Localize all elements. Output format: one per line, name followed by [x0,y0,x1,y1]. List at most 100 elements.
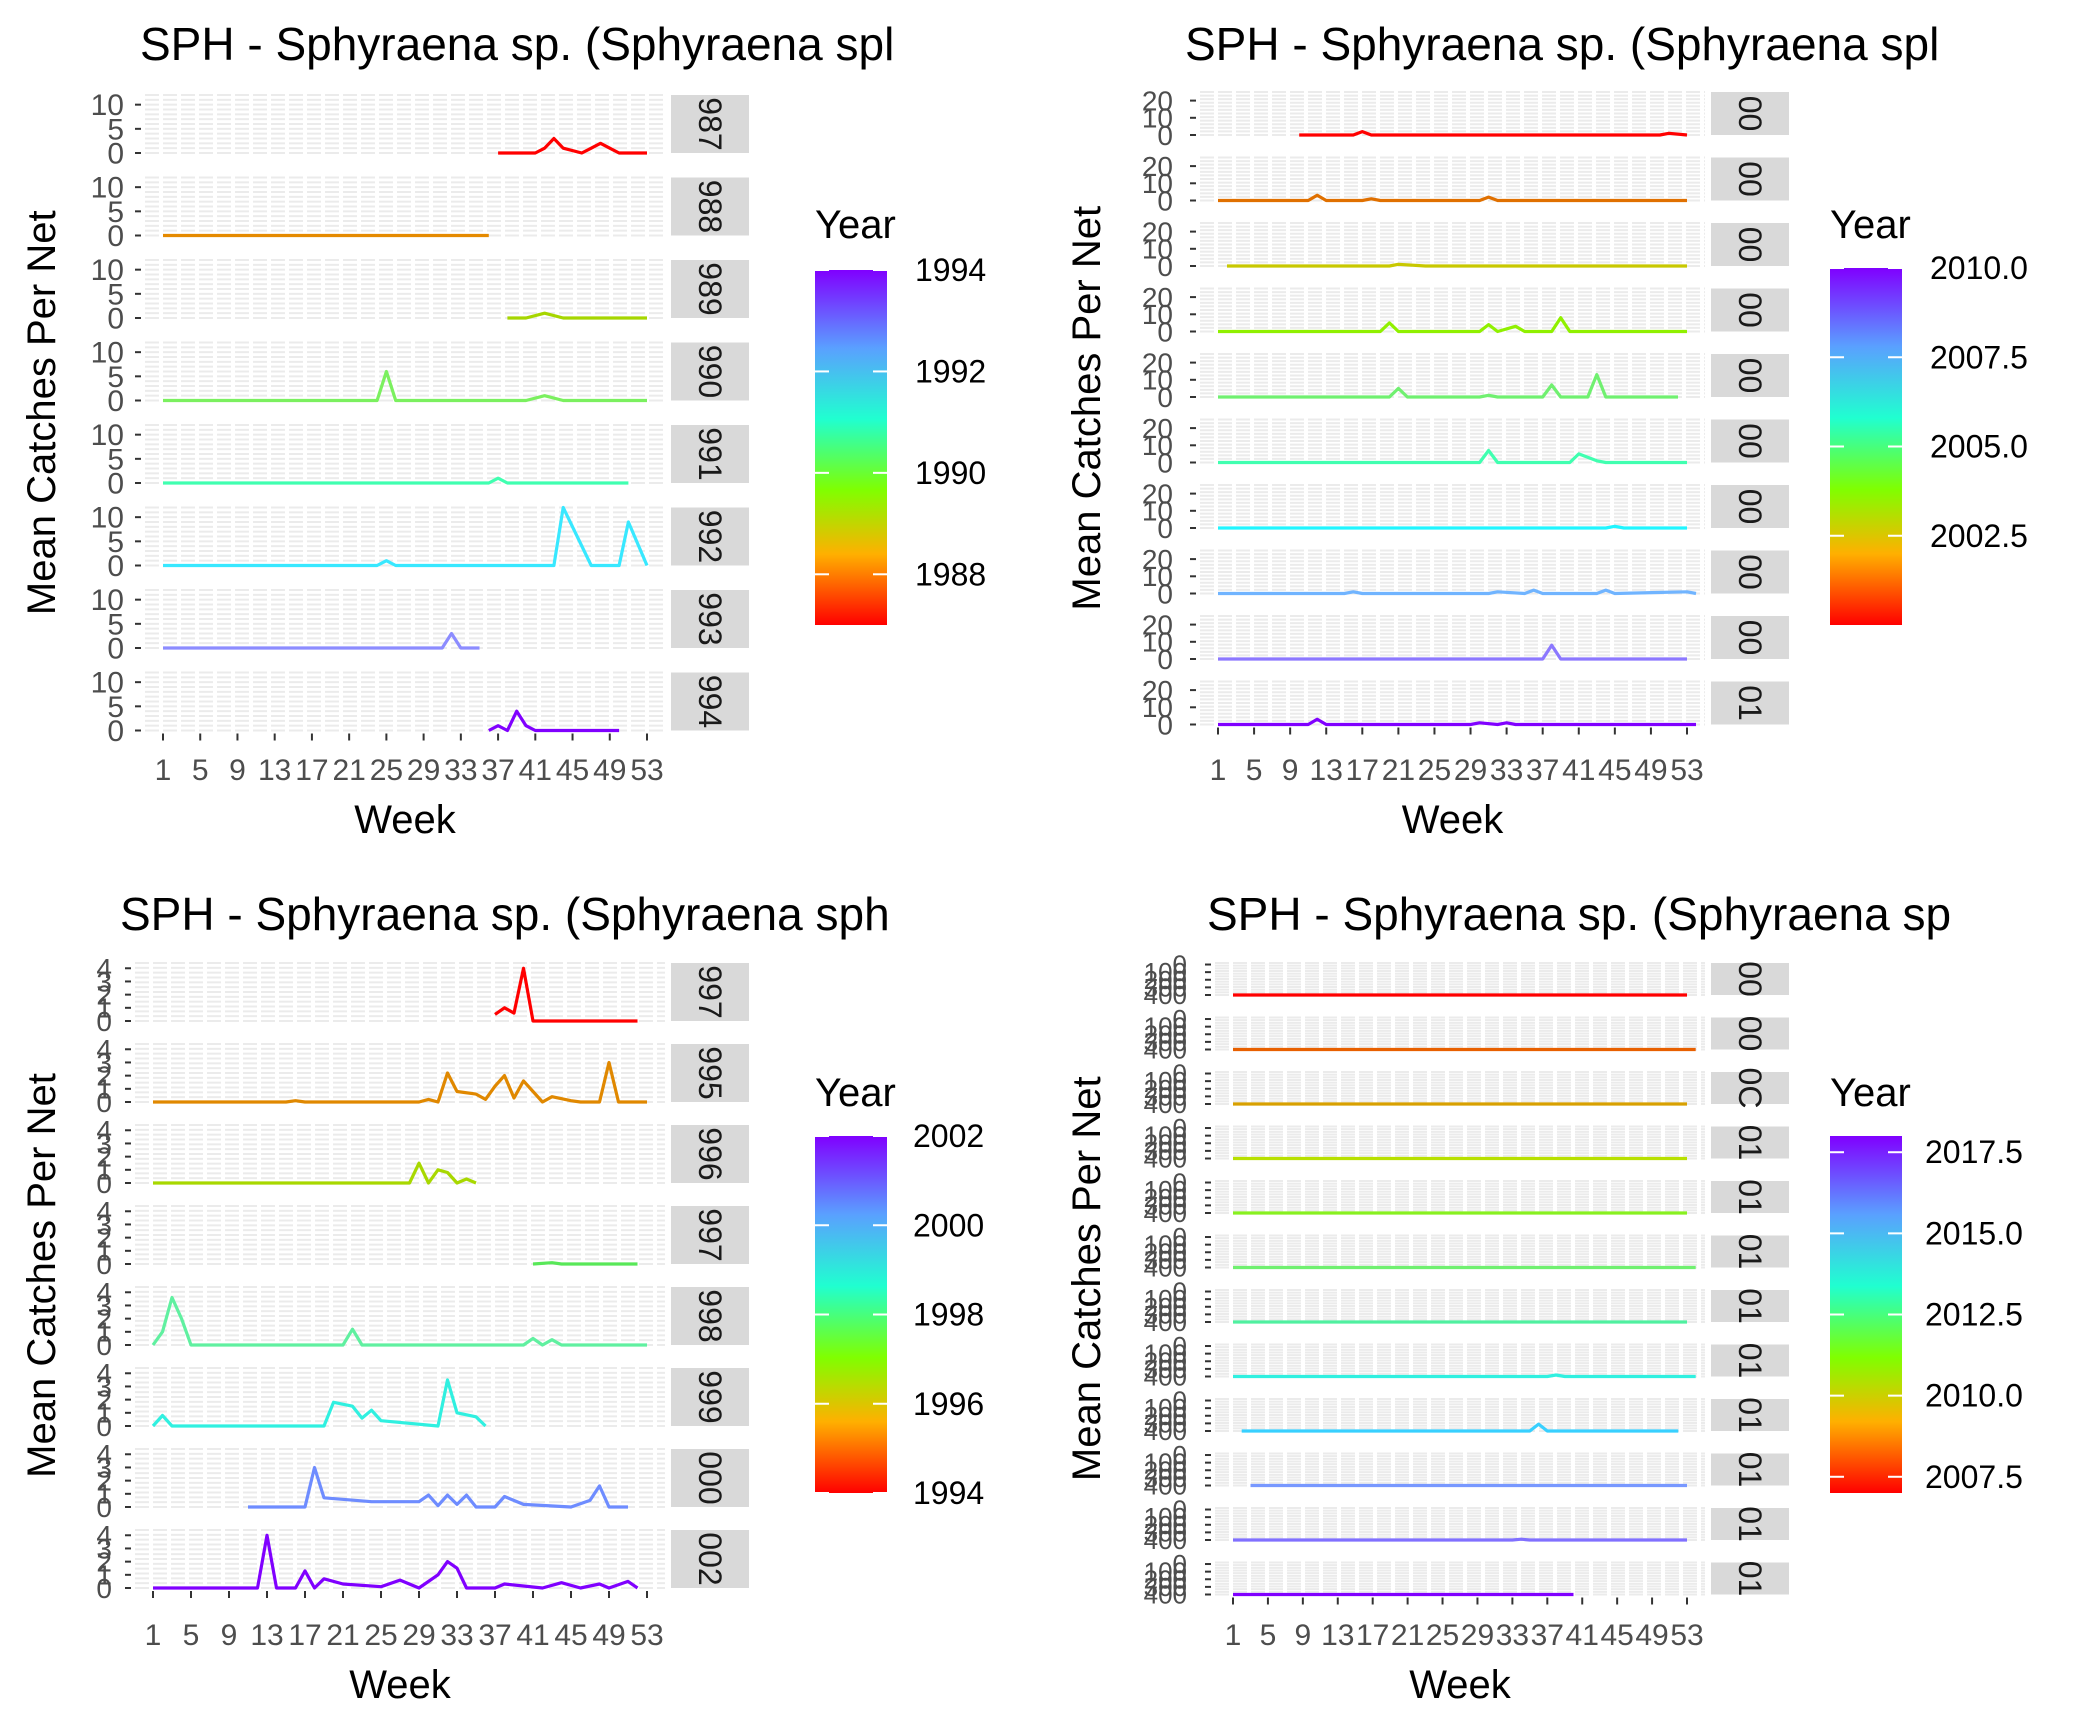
facet-strip-label: 01 [1732,1397,1768,1433]
x-tick-label: 45 [1600,1619,1633,1652]
y-tick-label: 300 [1144,1572,1187,1602]
y-tick-label: 0 [107,220,124,253]
series-line [1227,262,1687,268]
y-tick-label: 20 [1142,151,1173,182]
x-tick-label: 1 [1210,754,1227,787]
y-tick-label: 20 [1142,478,1173,509]
y-tick-label: 20 [1142,675,1173,706]
y-axis-label: Mean Catches Per Net [20,1073,64,1478]
facet-strip-label: 999 [692,1370,728,1423]
facet-strip-label: 00 [1732,489,1768,525]
y-tick-label: 300 [1144,1408,1187,1438]
y-tick-label: 400 [1144,1144,1187,1174]
x-tick-label: 41 [1562,754,1595,787]
facet-strip-label: 00 [1732,423,1768,459]
y-tick-label: 0 [1157,316,1173,347]
facet-strip [1711,1072,1789,1104]
y-tick-label: 10 [1142,430,1173,461]
y-tick-label: 20 [1142,85,1173,116]
x-tick-label: 25 [364,1619,397,1652]
y-tick-label: 300 [1144,1463,1187,1493]
y-tick-label: 3 [96,1371,112,1402]
legend-labels: 2002 2000 1998 1996 1994 [913,1118,984,1511]
y-tick-label: 0 [1173,1495,1187,1525]
facet-strip-label: 00 [1732,227,1768,263]
y-tick-label: 1 [96,1155,112,1186]
y-tick-label: 5 [107,361,124,394]
y-tick-label: 200 [1144,1346,1187,1376]
y-tick-label: 200 [1144,1237,1187,1267]
y-tick-label: 10 [91,667,124,700]
y-tick-label: 200 [1144,1183,1187,1213]
y-tick-label: 400 [1144,1362,1187,1392]
facet-strip-label: 997 [692,965,728,1018]
series-line [1218,717,1696,727]
y-tick-label: 10 [1142,561,1173,592]
x-tick-label: 53 [1670,754,1703,787]
series-line [151,1295,647,1347]
y-tick-label: 0 [1157,120,1173,151]
facet-strip [1711,681,1789,725]
x-tick-label: 13 [1321,1619,1354,1652]
facet-strip-label: 991 [692,427,728,480]
facet-strip-label: 00 [1732,620,1768,656]
y-tick-label: 400 [1144,1525,1187,1555]
y-tick-label: 4 [96,953,112,984]
x-tick-label: 41 [519,754,552,787]
facet-strip-label: 00 [1732,961,1768,997]
facet-strip [1711,485,1789,528]
chart-title: SPH - Sphyraena sp. (Sphyraena sph [120,888,890,940]
legend-label: 2002.5 [1930,518,2028,554]
facet-strip-label: 987 [692,97,728,150]
y-tick-label: 10 [91,419,124,452]
chart-title: SPH - Sphyraena sp. (Sphyraena spl [140,18,894,70]
series-line [1233,1373,1696,1379]
x-tick-label: 21 [1391,1619,1424,1652]
x-tick-label: 9 [1282,754,1299,787]
y-tick-label: 0 [107,550,124,583]
y-tick-label: 0 [1173,1222,1187,1252]
x-tick-label: 53 [630,754,663,787]
y-tick-label: 0 [1173,1440,1187,1470]
y-tick-label: 4 [96,1358,112,1389]
x-tick-label: 49 [1635,1619,1668,1652]
x-tick-label: 17 [288,1619,321,1652]
x-tick-label: 5 [192,754,209,787]
x-tick-label: 41 [516,1619,549,1652]
legend-colorbar [1830,1136,1902,1493]
y-tick-label: 2 [96,1060,112,1091]
y-tick-label: 20 [1142,347,1173,378]
y-tick-label: 3 [96,1452,112,1483]
y-tick-label: 400 [1144,1089,1187,1119]
y-tick-label: 300 [1144,1517,1187,1547]
y-tick-label: 100 [1144,1012,1187,1042]
x-tick-label: 25 [1426,1619,1459,1652]
y-tick-label: 10 [91,337,124,370]
facet-strip-label: 0C [1732,1068,1768,1109]
y-tick-label: 200 [1144,1292,1187,1322]
facet-strip [1711,1562,1789,1595]
x-tick-label: 37 [1526,754,1559,787]
y-tick-label: 2 [96,1384,112,1415]
y-tick-label: 0 [96,1087,112,1118]
x-tick-labels: 1 5 9 13 17 21 25 29 33 37 41 45 49 53 [1225,1619,1704,1652]
facet-strip [1711,963,1789,995]
x-tick-label: 33 [1496,1619,1529,1652]
facet-strip [671,1368,749,1426]
facet-strip-label: 01 [1732,1343,1768,1379]
legend-label: 2007.5 [1925,1459,2023,1495]
facet-strip [671,260,749,318]
y-tick-label: 300 [1144,1027,1187,1057]
x-tick-label: 49 [1634,754,1667,787]
x-tick-label: 17 [1356,1619,1389,1652]
x-tick-label: 53 [1670,1619,1703,1652]
y-tick-label: 5 [107,113,124,146]
x-tick-label: 45 [554,1619,587,1652]
